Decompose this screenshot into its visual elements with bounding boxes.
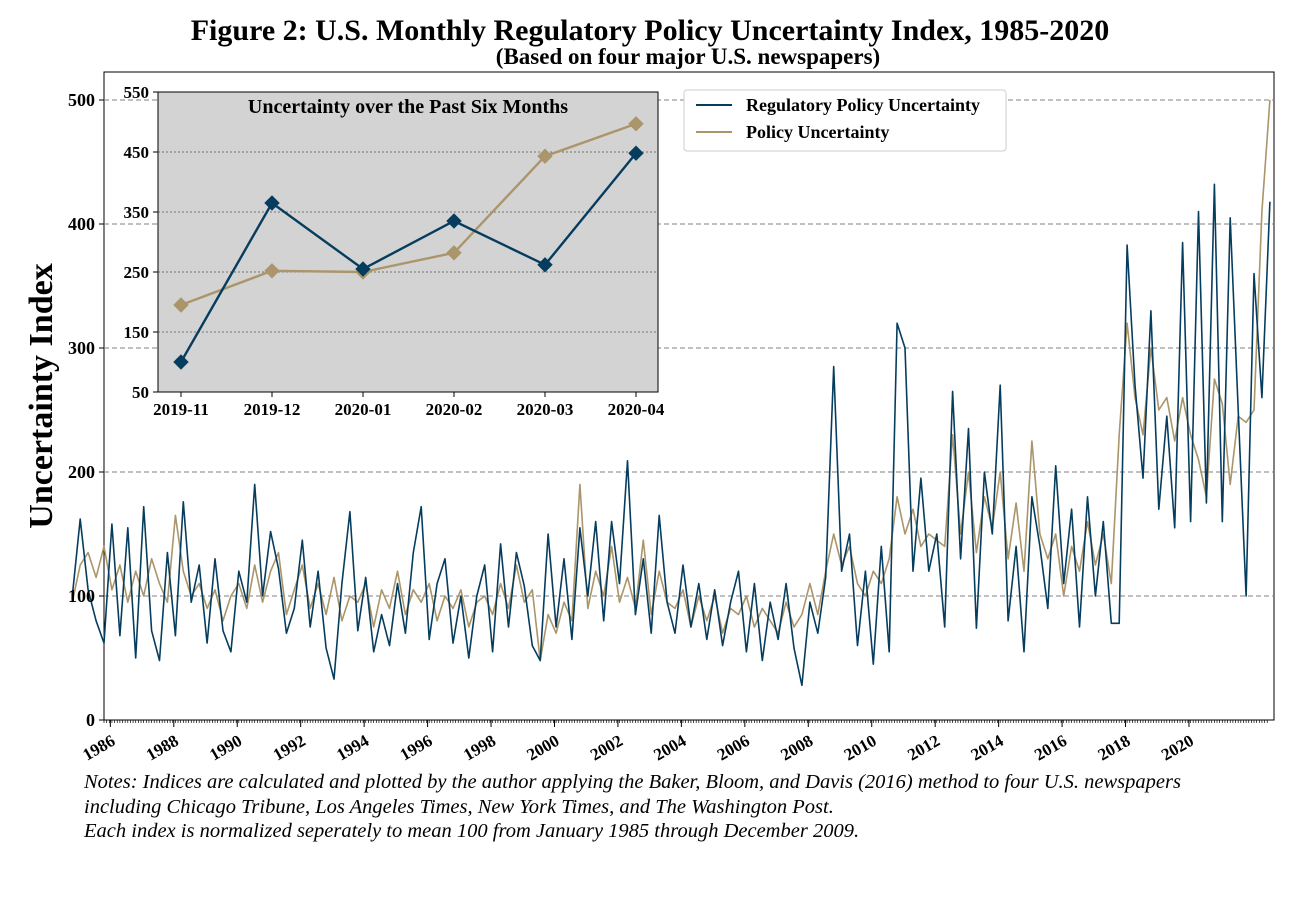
inset-x-tick-label: 2019-12 bbox=[244, 400, 301, 419]
main-y-tick-label: 500 bbox=[68, 90, 95, 110]
inset-y-tick-label: 250 bbox=[124, 263, 150, 282]
main-y-tick-label: 100 bbox=[68, 586, 95, 606]
main-x-tick-label: 1986 bbox=[79, 731, 118, 764]
main-x-axis: 1986 1988 1990 1992 1994 1996 1998 2000 2002 2004… bbox=[79, 720, 1268, 765]
main-x-tick-label: 2004 bbox=[650, 731, 689, 765]
main-x-tick-label: 2002 bbox=[587, 731, 626, 764]
inset-marker-policy bbox=[446, 245, 462, 261]
inset-grid bbox=[158, 151, 658, 333]
inset-line-regulatory bbox=[179, 152, 637, 363]
inset-title: Uncertainty over the Past Six Months bbox=[248, 96, 568, 118]
main-x-tick-label: 1988 bbox=[143, 731, 182, 764]
inset-marker-regulatory bbox=[537, 257, 553, 273]
inset-marker-regulatory bbox=[264, 195, 280, 211]
main-x-tick-label: 2018 bbox=[1095, 731, 1134, 764]
inset-y-axis: 50 150 250 350 450 550 bbox=[124, 83, 158, 402]
inset-y-tick-label: 150 bbox=[124, 323, 150, 342]
main-x-tick-label: 2016 bbox=[1031, 731, 1070, 764]
inset-chart: Uncertainty over the Past Six Months 50 1… bbox=[124, 83, 665, 419]
inset-x-axis: 2019-11 2019-12 2020-01 2020-02 2020-03 2020-… bbox=[153, 392, 665, 419]
inset-y-tick-label: 50 bbox=[132, 383, 149, 402]
inset-series-group bbox=[173, 116, 644, 370]
notes-block: Notes: Indices are calculated and plotte… bbox=[84, 770, 1284, 844]
main-x-tick-label: 2000 bbox=[524, 731, 563, 764]
inset-marker-regulatory bbox=[446, 213, 462, 229]
series-line-regulatory bbox=[71, 183, 1271, 687]
main-x-tick-label: 2008 bbox=[777, 731, 816, 764]
legend-label-regulatory: Regulatory Policy Uncertainty bbox=[746, 95, 980, 115]
chart-subtitle: (Based on four major U.S. newspapers) bbox=[496, 44, 880, 69]
main-y-tick-label: 0 bbox=[86, 710, 95, 730]
inset-marker-regulatory bbox=[628, 145, 644, 161]
inset-y-tick-label: 350 bbox=[124, 203, 150, 222]
main-x-tick-label: 1996 bbox=[397, 731, 436, 764]
y-axis-label: Uncertainty Index bbox=[23, 263, 60, 528]
inset-marker-policy bbox=[628, 116, 644, 132]
main-x-tick-label: 2014 bbox=[968, 731, 1007, 765]
notes-line-3: Each index is normalized seperately to m… bbox=[84, 820, 860, 842]
chart-title: Figure 2: U.S. Monthly Regulatory Policy… bbox=[191, 14, 1110, 47]
inset-x-tick-label: 2019-11 bbox=[153, 400, 209, 419]
main-y-tick-label: 300 bbox=[68, 338, 95, 358]
main-x-tick-label: 1994 bbox=[333, 731, 372, 765]
notes-line-1: Notes: Indices are calculated and plotte… bbox=[84, 771, 1181, 793]
main-y-axis: 0 100 200 300 400 500 bbox=[68, 90, 104, 730]
main-series-group bbox=[71, 99, 1271, 687]
inset-y-tick-label: 450 bbox=[124, 143, 150, 162]
legend-frame bbox=[683, 89, 1007, 152]
inset-marker-policy bbox=[264, 263, 280, 279]
legend: Regulatory Policy Uncertainty Policy Unc… bbox=[683, 89, 1007, 152]
main-x-tick-label: 1990 bbox=[206, 731, 245, 764]
main-x-tick-label: 1992 bbox=[270, 731, 309, 764]
inset-y-tick-label: 550 bbox=[124, 83, 150, 102]
main-y-tick-label: 400 bbox=[68, 214, 95, 234]
inset-x-tick-label: 2020-04 bbox=[608, 400, 665, 419]
main-x-tick-label: 2020 bbox=[1158, 731, 1197, 764]
main-x-tick-label: 2012 bbox=[904, 731, 943, 764]
series-line-policy bbox=[71, 99, 1271, 662]
inset-x-tick-label: 2020-01 bbox=[335, 400, 392, 419]
inset-marker-policy bbox=[537, 148, 553, 164]
inset-marker-policy bbox=[173, 297, 189, 313]
inset-marker-regulatory bbox=[173, 354, 189, 370]
inset-x-tick-label: 2020-02 bbox=[426, 400, 483, 419]
inset-marker-regulatory bbox=[355, 261, 371, 277]
inset-plot-area bbox=[157, 91, 659, 393]
main-y-tick-label: 200 bbox=[68, 462, 95, 482]
legend-label-policy: Policy Uncertainty bbox=[746, 122, 889, 142]
inset-x-tick-label: 2020-03 bbox=[517, 400, 574, 419]
inset-line-policy bbox=[180, 122, 637, 307]
main-x-tick-label: 1998 bbox=[460, 731, 499, 764]
notes-line-2: including Chicago Tribune, Los Angeles T… bbox=[84, 795, 834, 818]
main-x-tick-label: 2006 bbox=[714, 731, 753, 764]
main-x-tick-label: 2010 bbox=[841, 731, 880, 764]
